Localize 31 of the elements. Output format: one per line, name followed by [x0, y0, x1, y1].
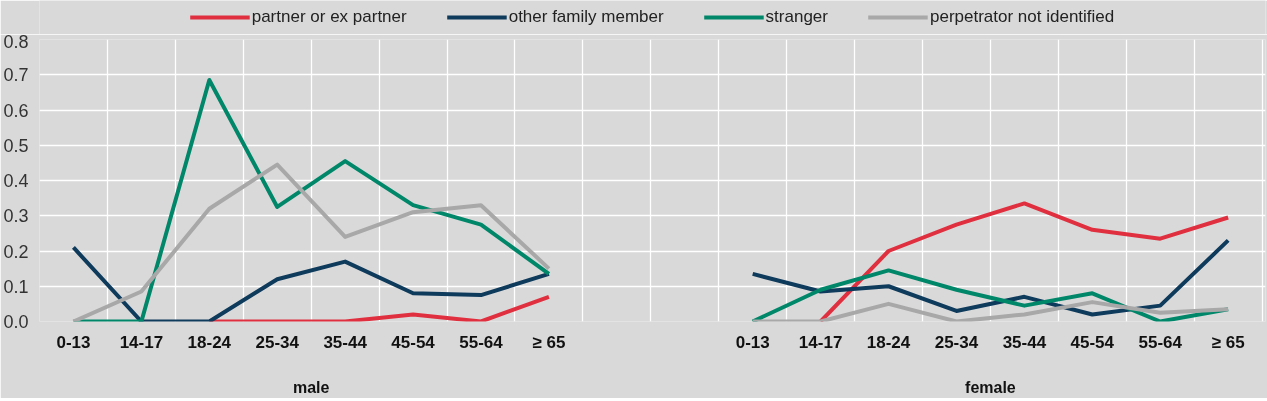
legend-label: partner or ex partner [251, 7, 407, 27]
text: male [292, 378, 330, 396]
x-tick-label: 0-13 [56, 332, 91, 352]
y-tick-label: 0.5 [3, 135, 29, 156]
x-tick-label: 18-24 [187, 332, 232, 352]
x-tick-label: 55-64 [459, 332, 504, 352]
legend-label: other family member [508, 7, 664, 27]
y-tick-label: 0.2 [3, 241, 29, 262]
text: female [965, 378, 1016, 396]
y-tick-label: 0.1 [3, 276, 29, 297]
x-tick-label: 45-54 [1070, 332, 1115, 352]
x-tick-label: 14-17 [798, 332, 843, 352]
legend-label: perpetrator not identified [929, 7, 1115, 27]
x-tick-label: ≥ 65 [1211, 332, 1245, 352]
x-tick-label: 18-24 [866, 332, 911, 352]
x-tick-label: 25-34 [255, 332, 300, 352]
y-tick-label: 0.7 [3, 65, 29, 86]
x-tick-label: 25-34 [934, 332, 979, 352]
x-tick-label: 0-13 [735, 332, 770, 352]
x-tick-label: 35-44 [1002, 332, 1047, 352]
x-tick-label: 45-54 [391, 332, 436, 352]
y-tick-label: 0.4 [3, 171, 29, 191]
legend-label: stranger [765, 7, 828, 27]
y-tick-label: 0.8 [3, 31, 29, 52]
x-tick-label: ≥ 65 [532, 332, 566, 352]
y-tick-label: 0.3 [3, 206, 29, 227]
x-tick-label: 55-64 [1138, 332, 1183, 352]
y-tick-label: 0.6 [3, 100, 29, 121]
x-tick-label: 35-44 [323, 332, 368, 352]
y-tick-label: 0.0 [3, 312, 29, 332]
x-tick-label: 14-17 [119, 332, 164, 352]
